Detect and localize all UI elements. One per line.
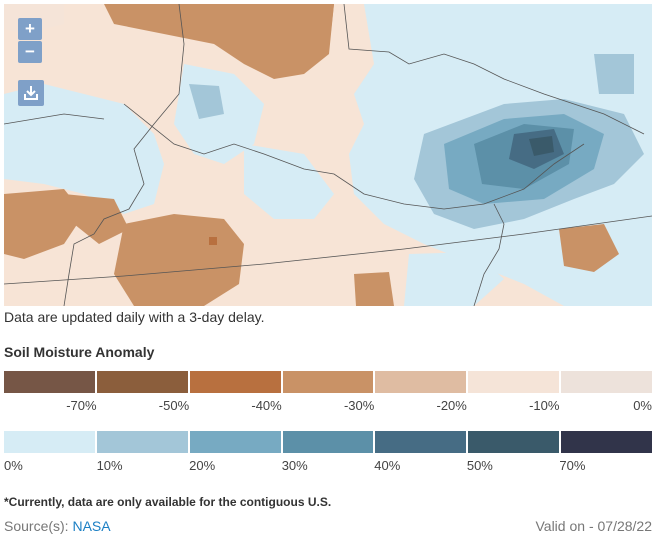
legend-wet-scale [4,431,653,453]
download-button[interactable] [18,80,44,106]
dry-label-6: 0% [633,398,652,413]
wet-swatch-0 [4,431,95,453]
valid-sep: - [588,518,594,534]
source-link-nasa[interactable]: NASA [72,518,111,534]
wet-swatch-6 [561,431,653,453]
legend-title: Soil Moisture Anomaly [4,344,155,360]
valid-date: Valid on - 07/28/22 [535,518,652,534]
dry-swatch-6 [561,371,653,393]
wet-swatch-5 [468,431,560,453]
dry-swatch-5 [468,371,560,393]
legend-dry-scale [4,371,653,393]
wet-label-4: 40% [374,458,401,473]
zoom-out-button[interactable]: − [18,41,42,63]
update-note: Data are updated daily with a 3-day dela… [4,309,265,325]
dry-swatch-3 [282,371,374,393]
soil-moisture-map[interactable]: + − [4,4,652,306]
dry-swatch-2 [189,371,281,393]
dry-swatch-1 [96,371,188,393]
dry-swatch-4 [375,371,467,393]
wet-label-1: 10% [96,458,123,473]
source: Source(s): NASA [4,518,111,534]
wet-label-2: 20% [189,458,216,473]
zoom-in-button[interactable]: + [18,18,42,40]
valid-date-value: 07/28/22 [597,518,653,534]
wet-swatch-3 [282,431,374,453]
wet-label-3: 30% [281,458,308,473]
footnote: *Currently, data are only available for … [4,495,332,509]
dry-label-0: -70% [66,398,97,413]
wet-label-0: 0% [4,458,23,473]
dry-label-1: -50% [158,398,190,413]
wet-swatch-4 [375,431,467,453]
download-icon [24,86,38,100]
wet-label-6: 70% [559,458,586,473]
wet-swatch-2 [189,431,281,453]
source-label: Source(s): [4,518,69,534]
wet-label-5: 50% [466,458,493,473]
wet-swatch-1 [96,431,188,453]
map-canvas [4,4,652,306]
dry-swatch-0 [4,371,95,393]
dry-label-4: -20% [436,398,467,413]
dry-label-2: -40% [251,398,282,413]
valid-label: Valid on [535,518,586,534]
dry-label-5: -10% [529,398,560,413]
dry-label-3: -30% [343,398,375,413]
